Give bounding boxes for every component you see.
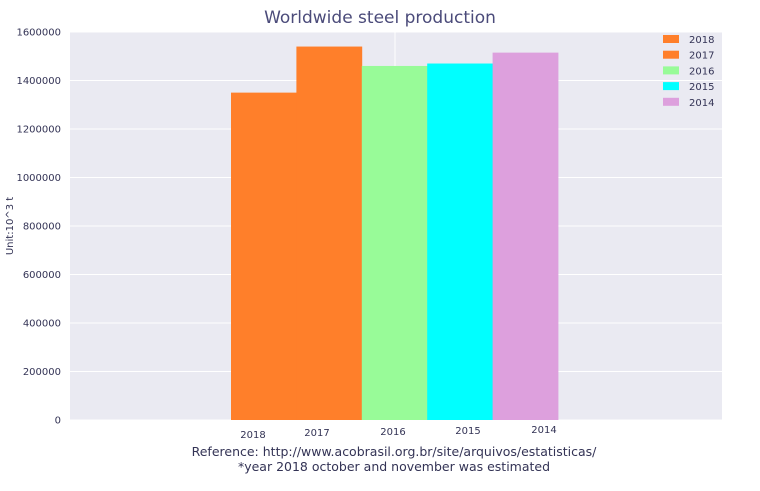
bar-2014: [492, 52, 559, 421]
y-tick-label: 1400000: [16, 76, 61, 87]
y-tick-label: 1200000: [16, 125, 61, 136]
bar-2015: [427, 63, 493, 421]
estimate-annotation: *year 2018 october and november was esti…: [238, 459, 550, 474]
legend-swatch-2014: [663, 97, 679, 106]
legend: 2018 2017 2016 2015 2014: [663, 35, 714, 109]
y-tick-label: 800000: [23, 222, 61, 233]
bar-2017: [296, 46, 363, 421]
x-axis-ticks: 2018 2017 2016 2015 2014: [240, 425, 556, 441]
legend-swatch-2017: [663, 50, 679, 59]
y-tick-label: 1600000: [16, 28, 61, 39]
y-tick-label: 1000000: [16, 173, 61, 184]
y-tick-label: 0: [55, 416, 61, 427]
legend-label: 2016: [689, 66, 714, 77]
x-tick-label: 2016: [380, 427, 405, 438]
legend-swatch-2018: [663, 35, 679, 43]
x-tick-label: 2015: [455, 426, 480, 437]
chart-title: Worldwide steel production: [264, 8, 496, 28]
legend-swatch-2015: [663, 82, 679, 91]
legend-label: 2018: [689, 35, 714, 46]
legend-label: 2014: [689, 98, 714, 109]
y-axis-ticks: 0 200000 400000 600000 800000 1000000 1200000 1…: [16, 28, 61, 427]
y-tick-label: 400000: [23, 319, 61, 330]
x-tick-label: 2017: [304, 428, 329, 439]
x-tick-label: 2014: [531, 425, 556, 436]
y-tick-label: 200000: [23, 367, 61, 378]
bar-2016: [361, 65, 428, 420]
legend-label: 2017: [689, 51, 714, 62]
legend-swatch-2016: [663, 66, 679, 75]
y-tick-label: 600000: [23, 270, 61, 281]
x-tick-label: 2018: [240, 430, 265, 441]
reference-annotation: Reference: http://www.acobrasil.org.br/s…: [192, 444, 598, 459]
bar-2018: [231, 92, 297, 420]
bars: [231, 46, 559, 421]
y-axis-label: Unit:10^3 t: [5, 197, 16, 255]
legend-label: 2015: [689, 82, 714, 93]
